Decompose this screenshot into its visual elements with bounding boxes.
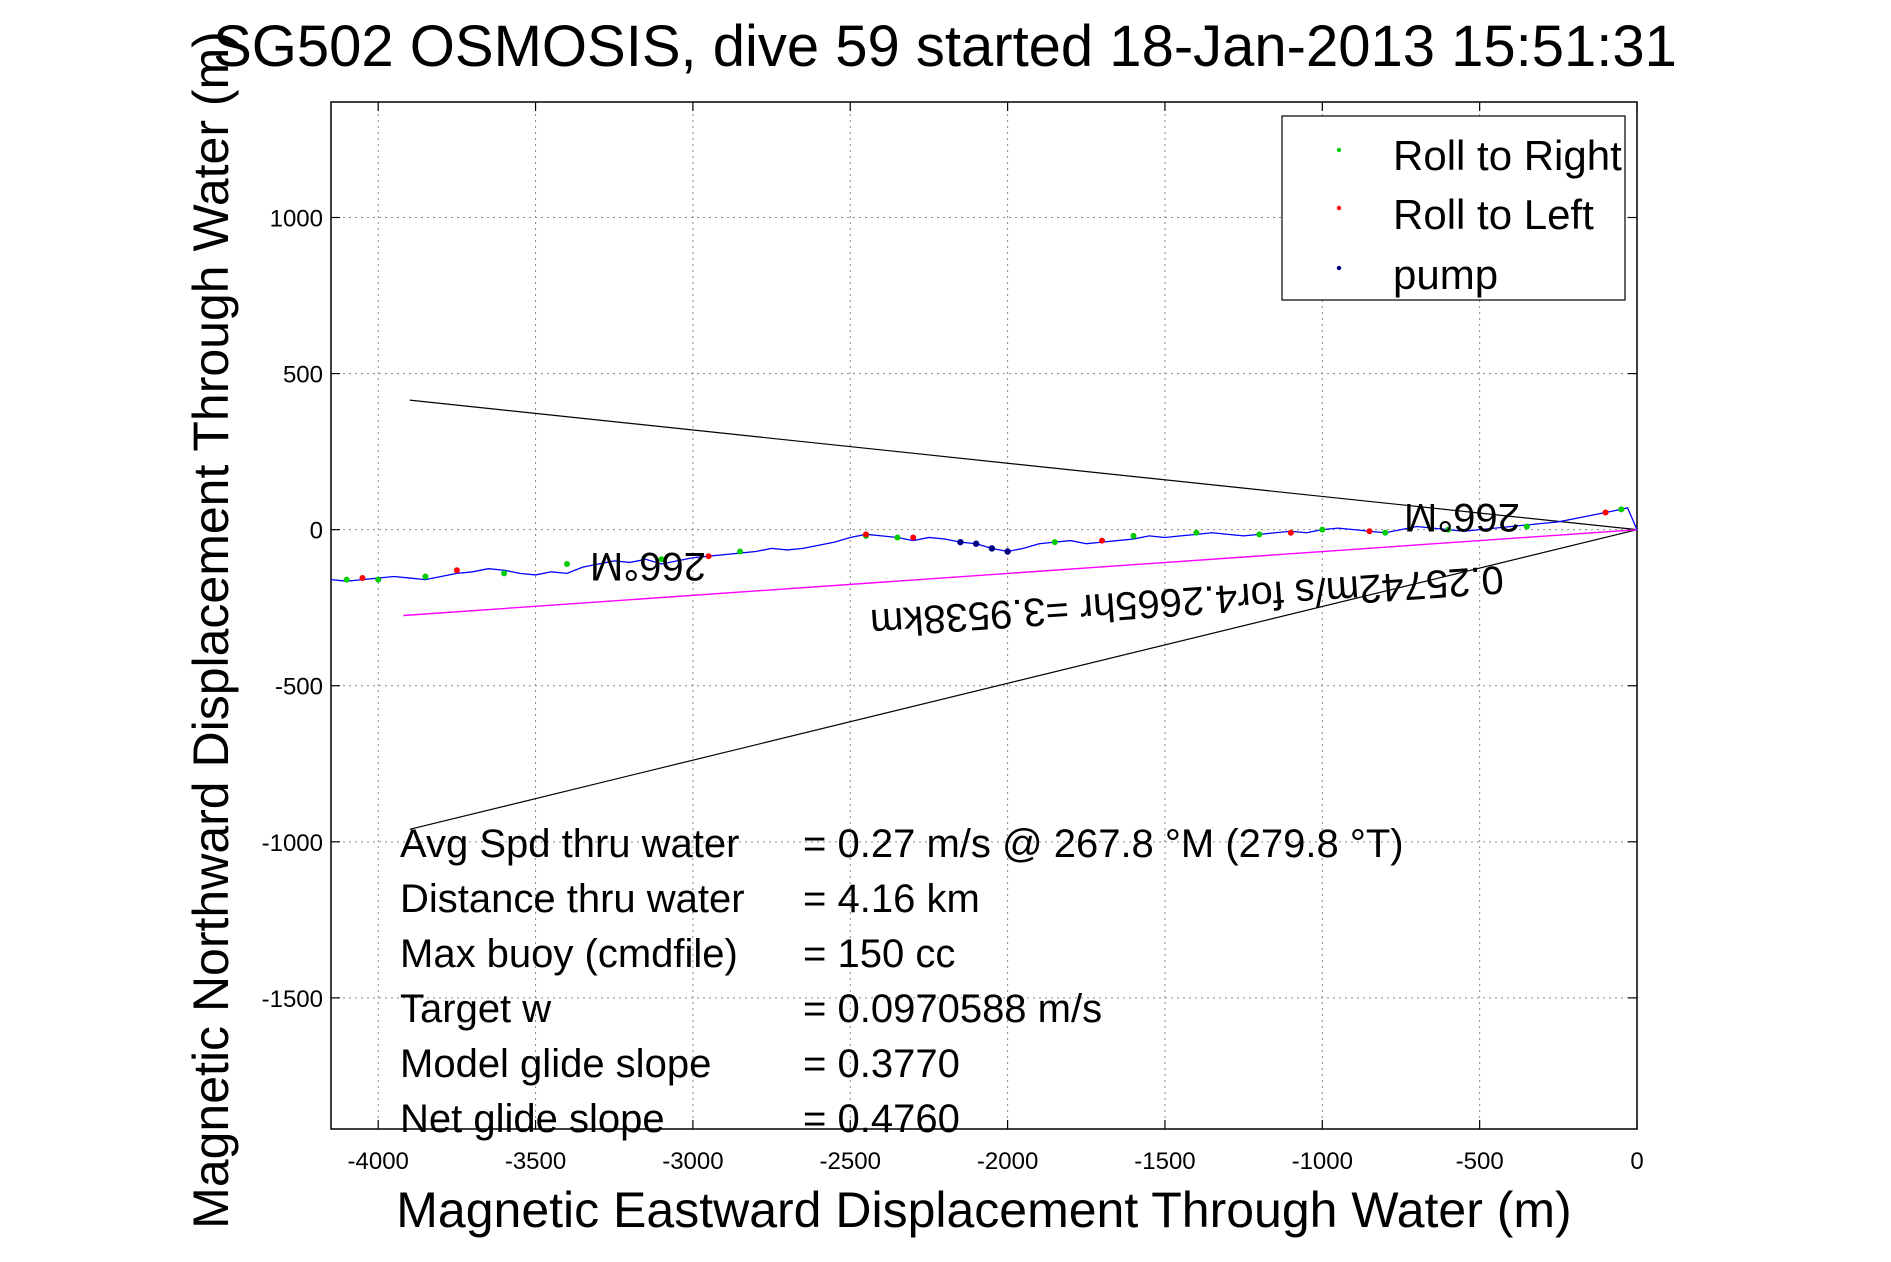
legend-marker-roll-left	[1336, 205, 1342, 211]
y-tick-label: 0	[310, 518, 323, 545]
legend-label-roll-right: Roll to Right	[1393, 132, 1622, 179]
y-tick-label: -500	[275, 674, 323, 701]
x-tick-label: -4000	[348, 1148, 409, 1175]
roll-right-point	[894, 534, 901, 541]
pump-point	[988, 545, 996, 552]
x-tick-label: 0	[1630, 1148, 1643, 1175]
x-tick-label: -1500	[1134, 1148, 1195, 1175]
stat-value: = 150 cc	[803, 932, 955, 976]
stat-label: Net glide slope	[400, 1097, 665, 1141]
stat-label: Distance thru water	[400, 877, 745, 921]
pump-point	[1004, 548, 1011, 555]
y-tick-label: -1000	[262, 830, 323, 857]
legend-label-roll-left: Roll to Left	[1393, 191, 1594, 238]
x-tick-label: -2500	[820, 1148, 881, 1175]
stat-value: = 0.4760	[803, 1097, 960, 1141]
roll-right-point	[501, 570, 508, 577]
roll-right-point	[343, 576, 350, 583]
y-tick-label: -1500	[262, 986, 323, 1013]
roll-right-point	[1319, 526, 1326, 533]
roll-right-point	[1193, 529, 1200, 536]
x-tick-label: -1000	[1292, 1148, 1353, 1175]
roll-left-point	[359, 575, 366, 582]
legend-marker-roll-right	[1336, 147, 1342, 153]
roll-right-point	[1256, 531, 1263, 538]
x-tick-label: -3500	[505, 1148, 566, 1175]
y-axis-label: Magnetic Northward Displacement Through …	[183, 31, 239, 1229]
roll-left-point	[1366, 528, 1373, 535]
heading-upper-line	[409, 399, 1638, 531]
roll-right-point	[1618, 506, 1625, 513]
pump-point	[957, 538, 964, 546]
stat-value: = 0.27 m/s @ 267.8 °M (279.8 °T)	[803, 822, 1404, 866]
roll-right-point	[1523, 523, 1530, 530]
roll-left-point	[910, 534, 917, 541]
heading-lower-line	[409, 529, 1638, 830]
pump-point	[972, 540, 980, 547]
legend-marker-pump	[1336, 265, 1342, 271]
stat-value: = 4.16 km	[803, 877, 980, 921]
legend: Roll to Right Roll to Left pump	[1281, 115, 1626, 301]
x-tick-label: -3000	[662, 1148, 723, 1175]
stat-label: Max buoy (cmdfile)	[400, 932, 738, 976]
x-tick-label: -2000	[977, 1148, 1038, 1175]
roll-right-point	[1051, 539, 1058, 546]
x-ticks: -4000 -3500 -3000 -2500 -2000 -1500 -1000 -500 0	[348, 102, 1644, 1175]
chart-title: SG502 OSMOSIS, dive 59 started 18-Jan-20…	[213, 14, 1677, 79]
heading-far-label: 266°M	[590, 544, 706, 588]
roll-left-point	[1602, 509, 1609, 516]
roll-left-point	[1099, 537, 1106, 544]
roll-right-point	[375, 576, 382, 583]
roll-left-point	[1287, 529, 1294, 536]
stat-label: Avg Spd thru water	[400, 822, 739, 866]
track-markers	[343, 506, 1625, 583]
roll-left-point	[705, 553, 712, 560]
stat-value: = 0.0970588 m/s	[803, 987, 1102, 1031]
heading-near-label: 266°M	[1404, 495, 1520, 539]
x-axis-label: Magnetic Eastward Displacement Through W…	[396, 1182, 1571, 1238]
stat-label: Target w	[400, 987, 551, 1031]
roll-left-point	[862, 531, 869, 538]
avg-velocity-line	[403, 528, 1638, 617]
roll-right-point	[422, 573, 429, 580]
stat-label: Model glide slope	[400, 1042, 711, 1086]
y-ticks: -1500 -1000 -500 0 500 1000	[262, 205, 1637, 1013]
roll-right-point	[1445, 526, 1452, 533]
roll-right-point	[737, 548, 744, 555]
roll-right-point	[1130, 532, 1137, 539]
y-tick-label: 500	[283, 362, 323, 389]
stats-block: Avg Spd thru water = 0.27 m/s @ 267.8 °M…	[400, 822, 1404, 1141]
roll-left-point	[453, 567, 460, 574]
roll-right-point	[1382, 529, 1389, 536]
y-tick-label: 1000	[270, 205, 323, 232]
x-tick-label: -500	[1456, 1148, 1504, 1175]
roll-right-point	[658, 556, 665, 563]
legend-label-pump: pump	[1393, 251, 1498, 298]
roll-right-point	[564, 560, 571, 567]
grid	[331, 102, 1637, 1129]
stat-value: = 0.3770	[803, 1042, 960, 1086]
